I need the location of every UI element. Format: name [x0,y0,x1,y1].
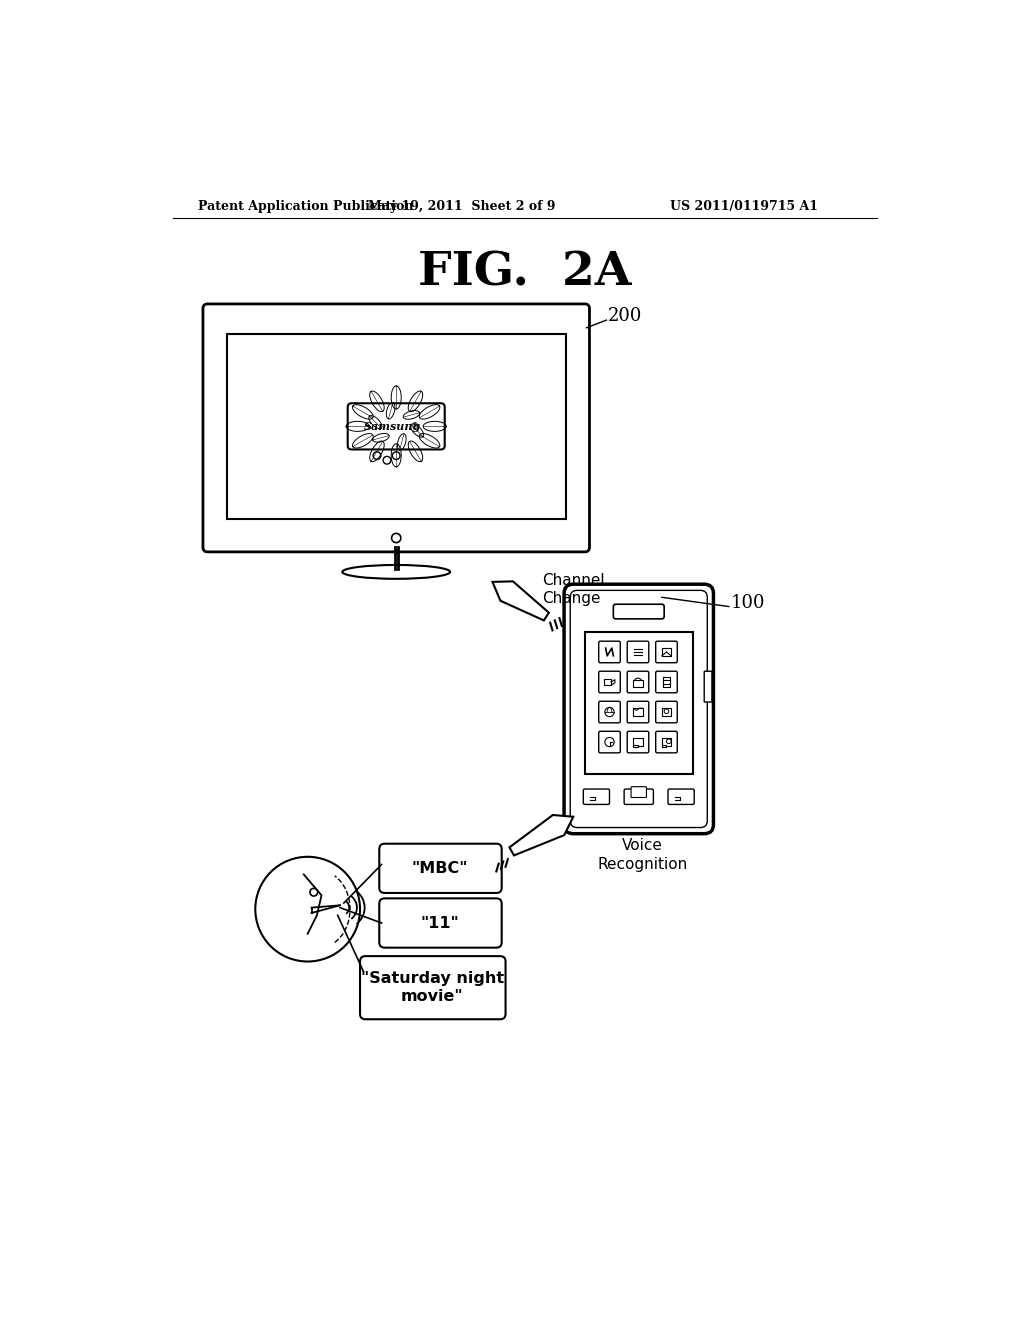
Ellipse shape [342,565,451,578]
FancyBboxPatch shape [655,731,677,752]
FancyBboxPatch shape [705,671,712,702]
FancyBboxPatch shape [570,590,708,828]
Bar [662,738,671,746]
Polygon shape [510,814,573,855]
Circle shape [373,451,381,459]
FancyBboxPatch shape [668,789,694,804]
Text: US 2011/0119715 A1: US 2011/0119715 A1 [670,199,817,213]
Text: Patent Application Publication: Patent Application Publication [199,199,414,213]
Text: 200: 200 [608,308,642,325]
FancyBboxPatch shape [379,843,502,892]
Text: Voice
Recognition: Voice Recognition [597,838,688,873]
Text: "11": "11" [421,916,460,931]
FancyBboxPatch shape [628,731,649,752]
FancyBboxPatch shape [348,404,444,449]
FancyBboxPatch shape [599,731,621,752]
FancyBboxPatch shape [655,701,677,723]
FancyBboxPatch shape [599,701,621,723]
Bar [662,708,671,715]
FancyBboxPatch shape [628,671,649,693]
FancyBboxPatch shape [625,789,653,804]
Circle shape [605,738,614,747]
Polygon shape [493,581,549,620]
FancyBboxPatch shape [379,899,502,948]
Circle shape [310,888,317,896]
FancyBboxPatch shape [613,605,665,619]
Text: "Saturday night
movie": "Saturday night movie" [360,972,504,1005]
Bar [634,708,643,715]
FancyBboxPatch shape [226,334,565,519]
FancyBboxPatch shape [203,304,590,552]
FancyBboxPatch shape [599,642,621,663]
Circle shape [605,708,614,717]
FancyBboxPatch shape [564,585,714,834]
Bar [634,738,643,746]
FancyBboxPatch shape [655,642,677,663]
FancyBboxPatch shape [655,671,677,693]
Bar [633,680,643,688]
Text: May 19, 2011  Sheet 2 of 9: May 19, 2011 Sheet 2 of 9 [368,199,555,213]
Circle shape [383,457,391,465]
FancyBboxPatch shape [628,701,649,723]
FancyBboxPatch shape [585,632,692,775]
Bar [604,678,611,685]
Text: ®: ® [412,422,420,430]
FancyBboxPatch shape [584,789,609,804]
Bar [662,648,671,656]
Bar [634,744,638,747]
Text: 100: 100 [731,594,766,611]
Circle shape [665,709,669,714]
FancyBboxPatch shape [599,671,621,693]
Bar [662,744,667,747]
FancyBboxPatch shape [360,956,506,1019]
Circle shape [255,857,360,961]
Text: "MBC": "MBC" [412,861,468,876]
Circle shape [634,678,642,686]
Circle shape [667,739,671,743]
Circle shape [391,533,400,543]
FancyBboxPatch shape [631,787,646,797]
Text: Channel
Change: Channel Change [543,573,605,606]
Text: Samsung: Samsung [364,421,421,432]
Circle shape [392,451,400,459]
Text: FIG.  2A: FIG. 2A [418,249,632,296]
FancyBboxPatch shape [628,642,649,663]
